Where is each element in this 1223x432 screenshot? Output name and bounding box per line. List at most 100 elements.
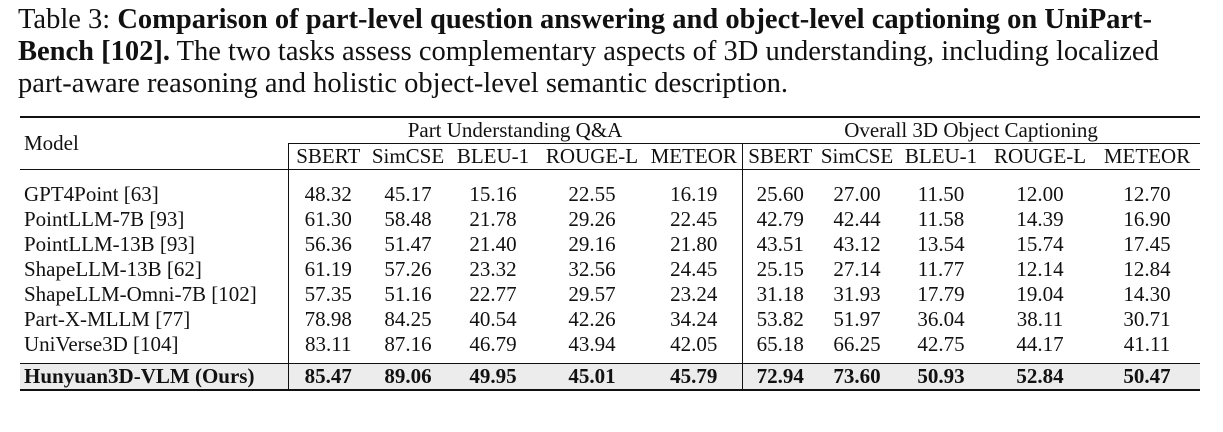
cell-value: 51.16	[384, 282, 432, 306]
caption-label: Table 3:	[18, 4, 111, 35]
cell-value: 65.18	[741, 332, 819, 364]
cell-value: 84.25	[384, 307, 432, 331]
cell-value: 83.11	[287, 332, 368, 364]
cell-value: 12.00	[1016, 182, 1064, 206]
metric-header: SimCSE	[818, 143, 897, 170]
table-row: ShapeLLM-Omni-7B [102] 57.35 51.16 22.77 29.…	[20, 282, 1200, 307]
table-row: PointLLM-7B [93] 61.30 58.48 21.78 29.26 22.4…	[20, 207, 1200, 232]
cell-value: 29.16	[568, 232, 616, 256]
cell-value: 43.51	[741, 232, 819, 257]
cell-value: 12.70	[1123, 182, 1171, 206]
model-name: PointLLM-13B [93]	[24, 232, 195, 256]
cell-value: 31.93	[833, 282, 881, 306]
cell-value: 23.24	[670, 282, 718, 306]
cell-value: 29.26	[568, 207, 616, 231]
metric-header: BLEU-1	[448, 143, 538, 170]
cell-value: 73.60	[818, 363, 897, 391]
cell-value: 31.18	[741, 282, 819, 307]
cell-value: 13.54	[917, 232, 965, 256]
cell-value: 51.97	[833, 307, 881, 331]
model-name: ShapeLLM-Omni-7B [102]	[24, 282, 257, 306]
cell-value: 89.06	[368, 363, 448, 391]
model-name: Hunyuan3D-VLM (Ours)	[20, 363, 288, 391]
metric-header: ROUGE-L	[986, 143, 1095, 170]
cell-value: 11.77	[917, 257, 965, 281]
cell-value: 43.94	[568, 332, 616, 356]
cell-value: 43.12	[833, 232, 881, 256]
model-name: ShapeLLM-13B [62]	[24, 257, 202, 281]
cell-value: 57.35	[287, 282, 368, 307]
table-row: PointLLM-13B [93] 56.36 51.47 21.40 29.16 21.…	[20, 232, 1200, 257]
cell-value: 17.45	[1123, 232, 1171, 256]
caption: Table 3: Comparison of part-level questi…	[18, 4, 1213, 100]
results-table: Model Part Understanding Q&A Overall 3D Ob…	[20, 116, 1201, 391]
cell-value: 21.80	[670, 232, 718, 256]
cell-value: 40.54	[469, 307, 517, 331]
cell-value: 42.44	[833, 207, 881, 231]
model-name: GPT4Point [63]	[24, 182, 159, 206]
cell-value: 51.47	[384, 232, 432, 256]
cell-value: 21.40	[469, 232, 517, 256]
cell-value: 34.24	[670, 307, 718, 331]
cell-value: 16.19	[670, 182, 718, 206]
caption-title: Comparison of part-level question answer…	[18, 4, 1152, 67]
cell-value: 44.17	[1016, 332, 1064, 356]
cell-value: 22.45	[670, 207, 718, 231]
cell-value: 85.47	[287, 363, 368, 391]
cell-value: 14.39	[1016, 207, 1064, 231]
cell-value: 22.77	[469, 282, 517, 306]
cell-value: 66.25	[833, 332, 881, 356]
cell-value: 53.82	[741, 307, 819, 332]
cell-value: 48.32	[287, 169, 368, 207]
metric-header: SimCSE	[368, 143, 448, 170]
table-row: ShapeLLM-13B [62] 61.19 57.26 23.32 32.56 24.…	[20, 257, 1200, 282]
model-name: PointLLM-7B [93]	[24, 207, 185, 231]
table-row: GPT4Point [63] 48.32 45.17 15.16 22.55 16.19 2…	[20, 169, 1200, 207]
table-row: Model Part Understanding Q&A Overall 3D Ob…	[20, 116, 1201, 170]
table-row: Part-X-MLLM [77] 78.98 84.25 40.54 42.26 34.2…	[20, 307, 1200, 332]
caption-text: The two tasks assess complementary aspec…	[18, 36, 1159, 99]
cell-value: 32.56	[568, 257, 616, 281]
cell-value: 22.55	[568, 182, 616, 206]
cell-value: 52.84	[986, 363, 1095, 391]
model-header: Model	[20, 116, 288, 170]
cell-value: 29.57	[568, 282, 616, 306]
cell-value: 57.26	[384, 257, 432, 281]
cell-value: 16.90	[1123, 207, 1171, 231]
cell-value: 45.17	[384, 182, 432, 206]
cell-value: 11.50	[917, 182, 965, 206]
cell-value: 15.74	[1016, 232, 1064, 256]
group-header: Overall 3D Object Captioning	[742, 116, 1201, 144]
cell-value: 56.36	[287, 232, 368, 257]
model-name: Part-X-MLLM [77]	[24, 307, 191, 331]
metric-header: SBERT	[741, 143, 819, 170]
cell-value: 27.14	[833, 257, 881, 281]
cell-value: 45.01	[538, 363, 646, 391]
cell-value: 25.15	[741, 257, 819, 282]
cell-value: 50.93	[896, 363, 987, 391]
cell-value: 42.79	[741, 207, 819, 232]
cell-value: 46.79	[469, 332, 517, 356]
cell-value: 15.16	[469, 182, 517, 206]
cell-value: 49.95	[448, 363, 538, 391]
cell-value: 27.00	[833, 182, 881, 206]
table-row: SBERT SimCSE BLEU-1 ROUGE-L METEOR SBERT SimCS…	[20, 143, 1201, 170]
metric-header: ROUGE-L	[538, 143, 646, 170]
cell-value: 24.45	[670, 257, 718, 281]
group-header: Part Understanding Q&A	[288, 116, 743, 144]
cell-value: 45.79	[646, 363, 743, 391]
cell-value: 17.79	[917, 282, 965, 306]
cell-value: 19.04	[1016, 282, 1064, 306]
cell-value: 72.94	[741, 363, 819, 391]
model-name: UniVerse3D [104]	[24, 332, 179, 356]
table-row: Hunyuan3D-VLM (Ours) 85.47 89.06 49.95 45.01…	[20, 363, 1201, 391]
metric-header: SBERT	[287, 143, 368, 170]
cell-value: 38.11	[1016, 307, 1064, 331]
cell-value: 50.47	[1094, 363, 1201, 391]
cell-value: 11.58	[917, 207, 965, 231]
cell-value: 12.14	[1016, 257, 1064, 281]
cell-value: 14.30	[1123, 282, 1171, 306]
cell-value: 25.60	[741, 169, 819, 207]
cell-value: 36.04	[917, 307, 965, 331]
table-row: UniVerse3D [104] 83.11 87.16 46.79 43.94 42.0…	[20, 332, 1200, 364]
